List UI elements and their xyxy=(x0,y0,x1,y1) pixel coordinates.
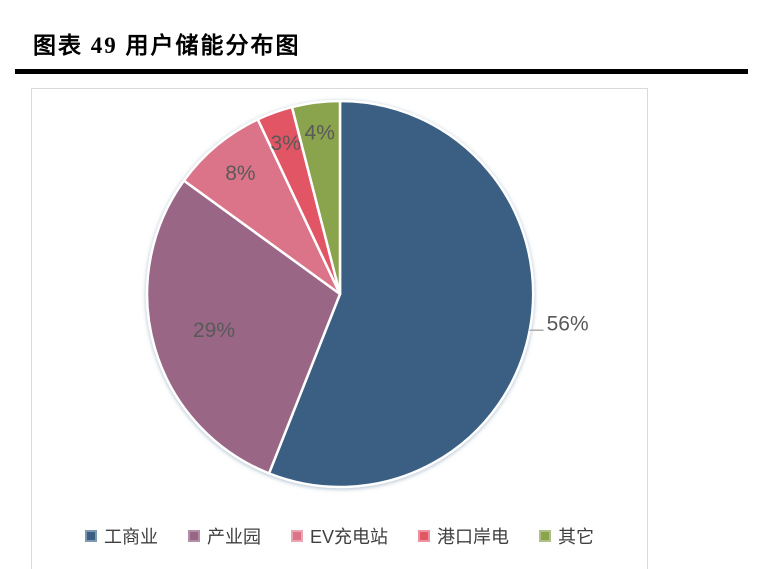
legend-item-1: 产业园 xyxy=(187,523,261,549)
legend-marker-icon xyxy=(290,530,303,542)
legend-label-1: 产业园 xyxy=(206,527,261,547)
legend-label-0: 工商业 xyxy=(103,527,158,547)
legend-label-3: 港口岸电 xyxy=(437,527,509,547)
legend-item-2: EV充电站 xyxy=(290,523,388,549)
data-label-4: 4% xyxy=(305,122,335,145)
legend-item-4: 其它 xyxy=(539,523,594,549)
pie-slice-1 xyxy=(145,179,342,475)
legend-marker-icon xyxy=(187,530,200,542)
legend-marker-icon xyxy=(418,530,430,542)
data-label-2: 8% xyxy=(225,162,255,185)
caption-divider xyxy=(15,69,748,74)
legend-label-4: 其它 xyxy=(558,527,594,547)
data-label-3: 3% xyxy=(271,132,301,155)
chart-legend: 工商业 产业园 EV充电站 港口岸电 其它 xyxy=(32,523,647,549)
data-label-1: 29% xyxy=(193,319,235,342)
pie-labels-group: 56% 29% 8% 3% 4% xyxy=(193,122,589,342)
pie-slice-2 xyxy=(182,118,342,296)
data-label-0: 56% xyxy=(547,313,589,336)
pie-chart: 56% 29% 8% 3% 4% xyxy=(145,99,589,489)
legend-marker-icon xyxy=(539,530,551,542)
chart-frame: 56% 29% 8% 3% 4% 工商业 产业园 EV充电站 港口岸电 其它 xyxy=(31,88,648,569)
pie-slices-group xyxy=(145,99,535,489)
pie-slice-4 xyxy=(290,99,342,296)
figure-caption: 图表 49 用户储能分布图 xyxy=(33,33,301,58)
legend-item-3: 港口岸电 xyxy=(418,523,509,549)
legend-label-2: EV充电站 xyxy=(309,527,388,547)
legend-marker-icon xyxy=(84,530,97,542)
legend-item-0: 工商业 xyxy=(84,523,158,549)
